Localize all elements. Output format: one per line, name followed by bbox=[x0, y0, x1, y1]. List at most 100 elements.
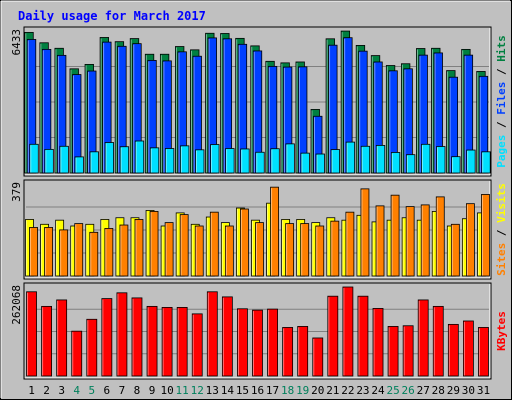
bar-sites-day-25 bbox=[390, 194, 400, 277]
bar-pages-day-14 bbox=[225, 148, 235, 174]
x-tick-label-day-3: 3 bbox=[58, 384, 65, 397]
x-tick-label-day-31: 31 bbox=[477, 384, 490, 397]
bar-kbytes-day-25 bbox=[387, 326, 399, 377]
bar-pages-day-8 bbox=[134, 140, 145, 174]
x-tick-label-day-5: 5 bbox=[88, 384, 95, 397]
bar-pages-day-19 bbox=[300, 152, 310, 174]
series-sites bbox=[29, 186, 490, 277]
bar-pages-day-5 bbox=[89, 151, 99, 174]
bar-sites-day-20 bbox=[315, 225, 325, 277]
bar-kbytes-day-13 bbox=[206, 291, 218, 377]
legend-text: Pages / Files / Hits bbox=[495, 35, 508, 168]
x-tick-label-day-15: 15 bbox=[236, 384, 249, 397]
bar-sites-day-1 bbox=[29, 227, 38, 277]
bar-pages-day-12 bbox=[195, 149, 205, 174]
panel-3-legend: KBytes bbox=[495, 311, 508, 351]
panel-2-legend: Sites / Visits bbox=[495, 183, 508, 276]
bar-sites-day-5 bbox=[89, 231, 99, 277]
bar-pages-day-3 bbox=[59, 145, 69, 174]
bar-sites-day-28 bbox=[435, 196, 445, 277]
x-tick-label-day-10: 10 bbox=[160, 384, 173, 397]
bar-pages-day-30 bbox=[466, 149, 476, 174]
bar-sites-day-27 bbox=[420, 204, 430, 277]
bar-pages-day-4 bbox=[74, 156, 84, 174]
bar-pages-day-1 bbox=[29, 143, 39, 174]
x-tick-label-day-21: 21 bbox=[326, 384, 339, 397]
x-tick-label-day-20: 20 bbox=[311, 384, 324, 397]
bar-sites-day-31 bbox=[481, 194, 490, 277]
bar-sites-day-22 bbox=[345, 211, 355, 277]
x-tick-label-day-29: 29 bbox=[447, 384, 460, 397]
x-tick-label-day-6: 6 bbox=[104, 384, 111, 397]
x-tick-label-day-17: 17 bbox=[266, 384, 279, 397]
panel-2: 379 Sites / Visits bbox=[10, 179, 508, 280]
x-tick-label-day-25: 25 bbox=[386, 384, 399, 397]
bar-kbytes-day-17 bbox=[267, 308, 278, 377]
bar-kbytes-day-9 bbox=[146, 305, 158, 377]
bar-sites-day-19 bbox=[300, 223, 310, 277]
x-tick-label-day-22: 22 bbox=[341, 384, 354, 397]
bar-kbytes-day-6 bbox=[101, 298, 113, 377]
bar-kbytes-day-11 bbox=[176, 306, 188, 377]
bar-kbytes-day-8 bbox=[131, 297, 143, 377]
bar-pages-day-10 bbox=[164, 148, 175, 174]
legend-files: Files bbox=[495, 82, 508, 115]
x-tick-label-day-8: 8 bbox=[134, 384, 141, 397]
bar-sites-day-30 bbox=[465, 203, 475, 277]
panel-1: 6433 Pages / Files / Hits bbox=[10, 26, 508, 177]
bar-sites-day-4 bbox=[74, 223, 84, 277]
bar-pages-day-28 bbox=[436, 146, 446, 174]
bar-sites-day-16 bbox=[255, 222, 264, 277]
series-kbytes bbox=[26, 286, 489, 377]
bar-kbytes-day-27 bbox=[417, 299, 429, 377]
bar-kbytes-day-16 bbox=[252, 309, 263, 377]
bar-pages-day-27 bbox=[421, 143, 431, 174]
bar-kbytes-day-28 bbox=[432, 305, 444, 377]
bar-sites-day-12 bbox=[194, 225, 204, 277]
bar-kbytes-day-31 bbox=[478, 327, 489, 377]
chart-title: Daily usage for March 2017 bbox=[18, 9, 206, 23]
x-tick-label-day-13: 13 bbox=[206, 384, 219, 397]
legend-separator: / bbox=[495, 62, 508, 82]
bar-kbytes-day-20 bbox=[312, 337, 324, 377]
bar-sites-day-14 bbox=[224, 225, 234, 277]
bar-sites-day-13 bbox=[209, 211, 219, 277]
bar-pages-day-11 bbox=[180, 145, 190, 174]
bar-kbytes-day-22 bbox=[342, 286, 354, 377]
bar-pages-day-2 bbox=[44, 148, 54, 174]
bar-sites-day-9 bbox=[149, 211, 159, 277]
bar-sites-day-8 bbox=[134, 219, 144, 277]
legend-separator: / bbox=[495, 115, 508, 135]
bar-sites-day-3 bbox=[59, 229, 69, 277]
bar-pages-day-25 bbox=[390, 152, 401, 174]
x-tick-label-day-18: 18 bbox=[281, 384, 294, 397]
bar-pages-day-9 bbox=[149, 147, 160, 174]
x-tick-label-day-28: 28 bbox=[432, 384, 445, 397]
x-tick-label-day-11: 11 bbox=[176, 384, 189, 397]
panel-1-legend: Pages / Files / Hits bbox=[495, 35, 508, 168]
bar-sites-day-10 bbox=[164, 222, 174, 277]
bar-kbytes-day-1 bbox=[26, 291, 37, 377]
y-axis-max-label: 6433 bbox=[10, 29, 23, 56]
bar-kbytes-day-19 bbox=[297, 326, 309, 377]
bar-kbytes-day-2 bbox=[41, 305, 52, 377]
legend-visits: Visits bbox=[495, 183, 508, 223]
bar-kbytes-day-10 bbox=[161, 306, 173, 377]
bar-pages-day-18 bbox=[285, 143, 295, 174]
panel-3: 262068 KBytes bbox=[10, 282, 508, 380]
bar-kbytes-day-7 bbox=[116, 292, 128, 377]
legend-sites: Sites bbox=[495, 243, 508, 276]
y-axis-max-label: 262068 bbox=[10, 285, 23, 325]
legend-text: Sites / Visits bbox=[495, 183, 508, 276]
bar-kbytes-day-12 bbox=[191, 313, 203, 377]
bar-pages-day-17 bbox=[270, 148, 280, 174]
legend-pages: Pages bbox=[495, 135, 508, 168]
bar-kbytes-day-29 bbox=[447, 323, 459, 377]
x-tick-label-day-16: 16 bbox=[251, 384, 264, 397]
x-tick-label-day-27: 27 bbox=[417, 384, 430, 397]
bar-kbytes-day-23 bbox=[357, 295, 369, 377]
bar-sites-day-17 bbox=[270, 186, 279, 277]
bar-pages-day-29 bbox=[451, 156, 461, 174]
bar-kbytes-day-3 bbox=[56, 299, 68, 377]
